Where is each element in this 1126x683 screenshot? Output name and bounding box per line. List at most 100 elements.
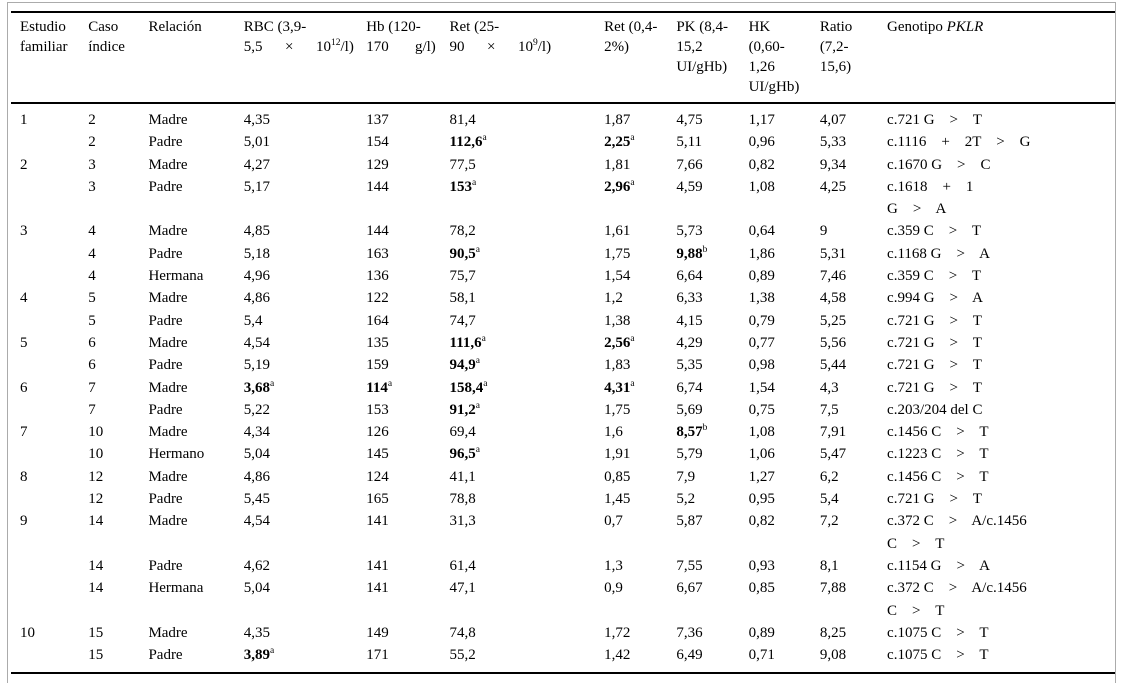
cell-relation: Padre [139, 644, 235, 675]
cell-ratio: 7,2 [819, 513, 839, 530]
cell-ret-abs: 69,4 [449, 424, 476, 441]
cell-genotype: c.1116 + 2T > G [887, 134, 1031, 151]
cell-case: 10 [88, 424, 104, 441]
table-row: 6 7 Madre 3,68a 114a 158,4a 4,31a 6,74 1,54 4,3 c.… [11, 377, 1115, 399]
table-row: 7 10 Madre 4,34 126 69,4 1,6 8,57b 1,08 7,91 c.145… [11, 421, 1115, 443]
cell-relation: Hermana [148, 268, 204, 285]
cell-rbc: 5,19 [243, 357, 271, 374]
cell-relation: Hermana [148, 580, 204, 597]
cell-ratio: 7,46 [819, 268, 847, 285]
cell-pk: 6,64 [676, 268, 703, 285]
cell-ret-abs: 47,1 [449, 580, 476, 597]
cell-ret-pct: 1,38 [604, 312, 631, 329]
cell-hk: 0,89 [748, 268, 775, 285]
cell-relation: Madre [148, 468, 188, 485]
cell-ret-abs: 78,8 [449, 491, 476, 508]
cell-rbc: 3,68a [243, 378, 275, 396]
cell-genotype: c.994 G > A [887, 290, 984, 307]
cell-family: 10 [20, 624, 35, 641]
cell-case: 5 [88, 290, 96, 307]
cell-genotype: c.1168 G > A [887, 245, 990, 262]
cell-case: 6 [88, 357, 96, 374]
cell-hb: 124 [366, 468, 389, 485]
table-row: 8 12 Madre 4,86 124 41,1 0,85 7,9 1,27 6,2 c.1456 … [11, 466, 1115, 488]
cell-ret-pct: 1,54 [604, 268, 631, 285]
col-header-hk: HK (0,60- 1,26 UI/gHb) [739, 11, 811, 104]
cell-hb: 137 [366, 112, 389, 128]
cell-ret-abs: 112,6a [449, 133, 487, 151]
cell-family [11, 354, 79, 376]
cell-genotype: c.1075 C > T [878, 644, 1115, 675]
cell-hk: 1,38 [748, 290, 775, 307]
cell-family [11, 243, 79, 265]
cell-case: 4 [88, 268, 96, 285]
cell-rbc: 5,4 [243, 312, 263, 329]
cell-relation: Padre [148, 312, 183, 329]
cell-ret-abs: 61,4 [449, 557, 476, 574]
cell-ratio: 5,25 [819, 312, 847, 329]
cell-pk: 7,55 [676, 557, 703, 574]
cell-case: 14 [88, 580, 104, 597]
cell-relation: Madre [148, 156, 188, 173]
cell-hk: 0,85 [748, 580, 775, 597]
cell-family: 1 [20, 112, 28, 128]
cell-rbc: 5,22 [243, 401, 271, 418]
cell-hb: 129 [366, 156, 389, 173]
table-body: 1 2 Madre 4,35 137 81,4 1,87 4,75 1,17 4,07 c.721 … [11, 103, 1115, 675]
cell-genotype: c.372 C > A/c.1456 C > T [887, 513, 1027, 552]
cell-relation: Padre [148, 357, 183, 374]
cell-hk: 1,08 [748, 424, 775, 441]
cell-hk: 0,93 [748, 557, 775, 574]
cell-hk: 0,75 [748, 401, 775, 418]
cell-ret-pct: 1,3 [604, 557, 623, 574]
cell-genotype: c.1618 + 1 G > A [887, 178, 974, 218]
cell-family: 3 [20, 223, 28, 240]
cell-hk: 1,27 [748, 468, 775, 485]
cell-ret-pct: 1,83 [604, 357, 631, 374]
cell-ret-pct: 0,9 [604, 580, 623, 597]
cell-pk: 4,59 [676, 178, 703, 195]
table-row: 6 Padre 5,19 159 94,9a 1,83 5,35 0,98 5,44 c.721 … [11, 354, 1115, 376]
cell-family [11, 131, 79, 153]
cell-rbc: 4,54 [243, 513, 271, 530]
cell-ratio: 5,33 [819, 134, 847, 151]
cell-pk: 5,87 [676, 513, 703, 530]
cell-genotype: c.203/204 del C [887, 401, 983, 418]
cell-family [11, 399, 79, 421]
cell-relation: Madre [148, 379, 188, 396]
cell-ratio: 5,4 [819, 491, 839, 508]
cell-family [11, 644, 80, 675]
cell-relation: Padre [148, 491, 183, 508]
table-row: 5 Padre 5,4 164 74,7 1,38 4,15 0,79 5,25 c.721 G … [11, 310, 1115, 332]
cell-hk: 0,95 [748, 491, 775, 508]
cell-case: 10 [88, 446, 104, 463]
cell-ret-abs: 81,4 [449, 112, 476, 128]
cell-ratio: 5,31 [819, 245, 847, 262]
cell-pk: 4,15 [676, 312, 703, 329]
cell-hb: 136 [366, 268, 389, 285]
cell-case: 5 [88, 312, 96, 329]
cell-case: 15 [88, 624, 104, 641]
table-row: 3 4 Madre 4,85 144 78,2 1,61 5,73 0,64 9 c.359 C >… [11, 220, 1115, 242]
cell-hb: 153 [366, 401, 389, 418]
cell-ret-pct: 4,31a [604, 378, 635, 396]
col-header-genotype: Genotipo PKLR [878, 11, 1115, 104]
cell-ret-abs: 96,5a [449, 445, 480, 463]
table-row: 4 Padre 5,18 163 90,5a 1,75 9,88b 1,86 5,31 c.116… [11, 243, 1115, 265]
cell-hb: 144 [366, 178, 389, 195]
cell-genotype: c.1154 G > A [887, 557, 990, 574]
cell-rbc: 5,04 [243, 580, 271, 597]
cell-hk: 0,79 [748, 312, 775, 329]
cell-hk: 1,54 [748, 379, 775, 396]
col-header-ret-abs: Ret (25- 90 × 109/l) [440, 11, 596, 104]
cell-family [11, 265, 79, 287]
cell-genotype: c.1456 C > T [887, 468, 989, 485]
cell-family: 4 [20, 290, 28, 307]
cell-rbc: 3,89a [234, 644, 358, 675]
cell-hk: 0,71 [739, 644, 811, 675]
cell-hb: 149 [366, 624, 389, 641]
cell-pk: 7,36 [676, 624, 703, 641]
cell-genotype: c.721 G > T [887, 491, 982, 508]
cell-hb: 122 [366, 290, 389, 307]
cell-ret-pct: 1,72 [604, 624, 631, 641]
